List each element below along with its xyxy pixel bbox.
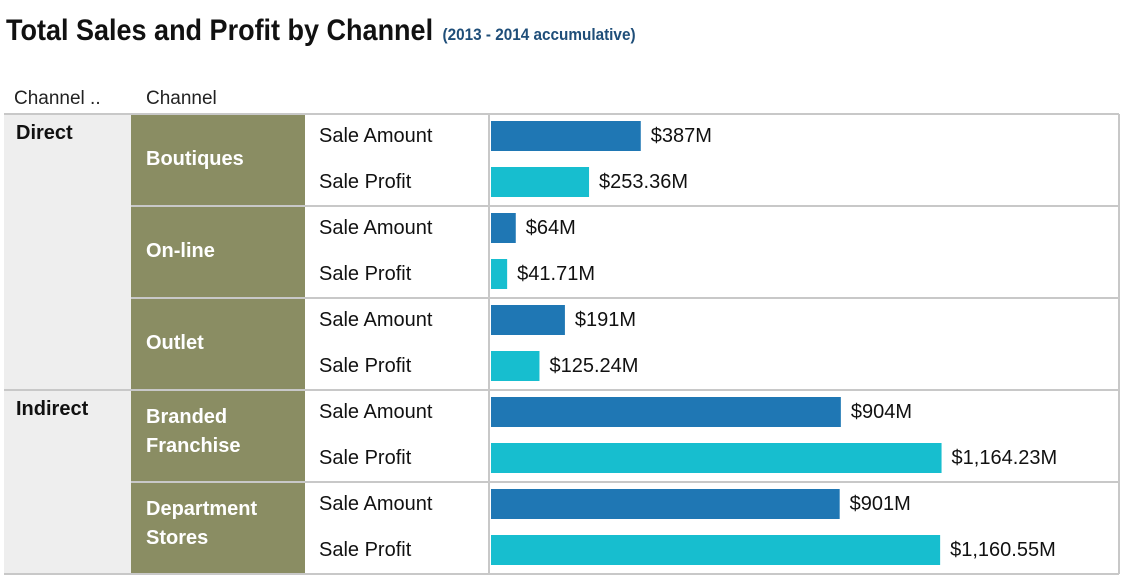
sale-profit-bar [491,167,590,197]
measure-cell [305,344,489,390]
sale-profit-bar [491,535,941,565]
measure-cell [305,482,489,528]
measure-label: Sale Amount [319,217,433,239]
measure-cell [305,436,489,482]
channel-label: On-line [146,240,215,262]
bar-value-label: $1,160.55M [950,539,1056,561]
bar-value-label: $901M [850,493,911,515]
sale-amount-bar [491,489,840,519]
group-cell [4,114,131,390]
channel-cell [131,298,305,390]
chart-subtitle: (2013 - 2014 accumulative) [442,25,636,44]
measure-cell [305,252,489,298]
group-label: Indirect [16,398,89,420]
sale-profit-bar [491,259,508,289]
measure-label: Sale Amount [319,493,433,515]
measure-cell [305,114,489,160]
bar-value-label: $64M [526,217,576,239]
bar-value-label: $253.36M [599,171,688,193]
sale-amount-bar [491,213,516,243]
channel-label: Department [146,498,257,520]
measure-label: Sale Amount [319,309,433,331]
measure-cell [305,390,489,436]
group-cell [4,390,131,574]
measure-label: Sale Profit [319,539,412,561]
chart-title-block: Total Sales and Profit by Channel (2013 … [6,14,636,54]
sale-profit-bar [491,443,942,473]
channel-label: Branded [146,406,227,428]
chart-title: Total Sales and Profit by Channel [6,14,434,47]
measure-cell [305,206,489,252]
channel-cell [131,482,305,574]
channel-label: Outlet [146,332,204,354]
sale-profit-bar [491,351,540,381]
measure-label: Sale Amount [319,125,433,147]
measure-label: Sale Profit [319,171,412,193]
measure-cell [305,528,489,574]
bar-value-label: $387M [651,125,712,147]
channel-label: Stores [146,527,208,549]
sale-amount-bar [491,121,641,151]
bar-value-label: $191M [575,309,636,331]
bar-value-label: $41.71M [517,263,595,285]
group-label: Direct [16,122,73,144]
sale-amount-bar [491,397,841,427]
bar-value-label: $1,164.23M [952,447,1058,469]
channel-label: Franchise [146,435,240,457]
sale-amount-bar [491,305,565,335]
channel-cell [131,390,305,482]
bar-value-label: $904M [851,401,912,423]
measure-label: Sale Amount [319,401,433,423]
channel-column-header: Channel [146,88,217,109]
measure-label: Sale Profit [319,355,412,377]
bar-value-label: $125.24M [549,355,638,377]
measure-label: Sale Profit [319,447,412,469]
channel-cell [131,114,305,206]
channel-cell [131,206,305,298]
measure-cell [305,298,489,344]
group-column-header: Channel .. [14,88,101,109]
measure-cell [305,160,489,206]
channel-label: Boutiques [146,148,244,170]
measure-label: Sale Profit [319,263,412,285]
